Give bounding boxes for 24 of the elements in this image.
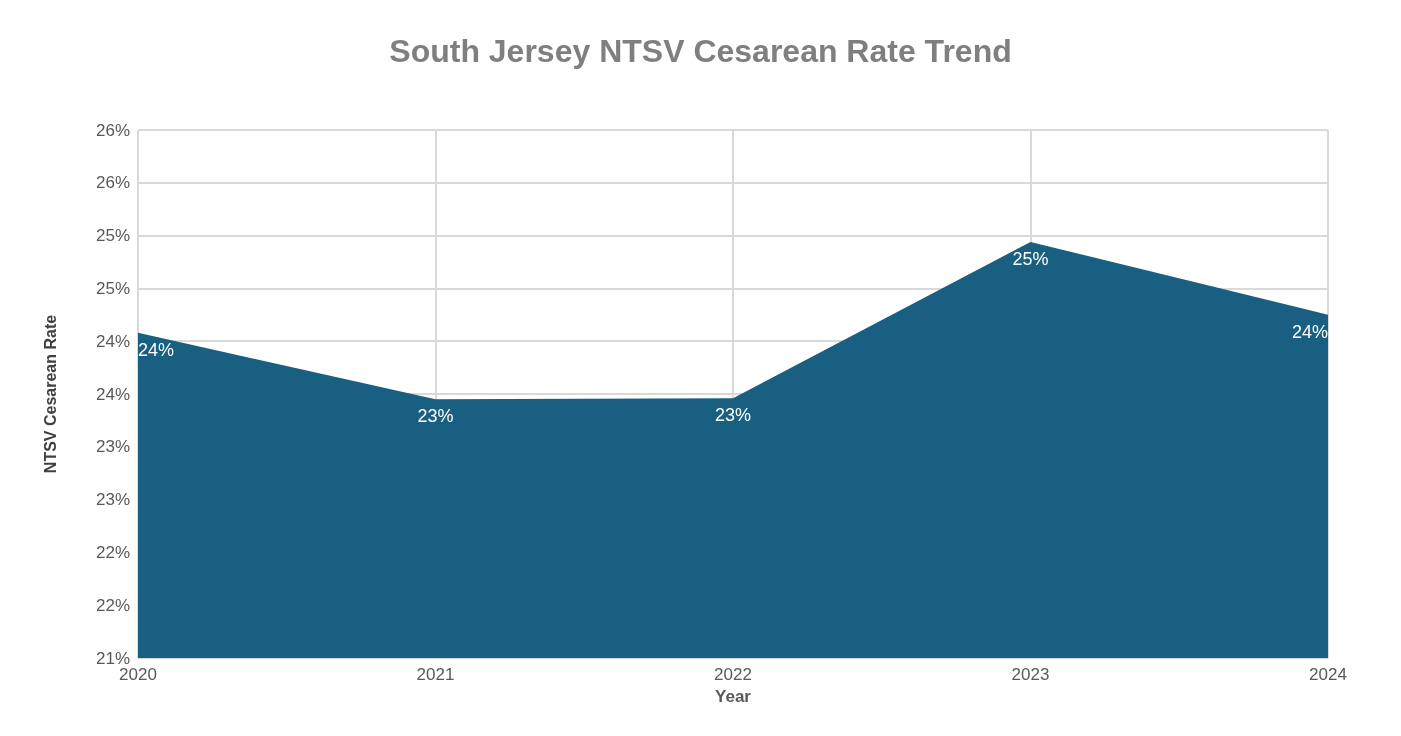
x-tick-label: 2023 xyxy=(1011,665,1050,684)
x-axis-title: Year xyxy=(715,687,752,706)
y-tick-label: 25% xyxy=(95,226,130,246)
data-label: 24% xyxy=(138,339,175,360)
y-tick-label: 21% xyxy=(95,648,130,668)
chart-title: South Jersey NTSV Cesarean Rate Trend xyxy=(389,33,1012,69)
x-tick-label: 2024 xyxy=(1309,665,1347,684)
y-tick-label: 22% xyxy=(95,542,130,562)
data-label: 25% xyxy=(1012,248,1049,269)
y-tick-label: 24% xyxy=(95,331,130,351)
y-tick-label: 25% xyxy=(95,278,130,298)
y-tick-label: 26% xyxy=(95,173,130,193)
y-tick-label: 23% xyxy=(95,490,130,510)
y-tick-label: 22% xyxy=(95,595,130,615)
y-tick-label: 23% xyxy=(95,437,130,457)
x-tick-label: 2021 xyxy=(416,665,455,684)
y-tick-label: 24% xyxy=(95,384,130,404)
y-axis-title: NTSV Cesarean Rate xyxy=(41,314,59,474)
data-label: 23% xyxy=(417,406,454,427)
x-tick-label: 2020 xyxy=(119,665,157,684)
x-tick-label: 2022 xyxy=(714,665,752,684)
data-label: 23% xyxy=(714,405,752,426)
data-label: 24% xyxy=(1291,321,1328,342)
y-tick-label: 26% xyxy=(95,120,130,140)
